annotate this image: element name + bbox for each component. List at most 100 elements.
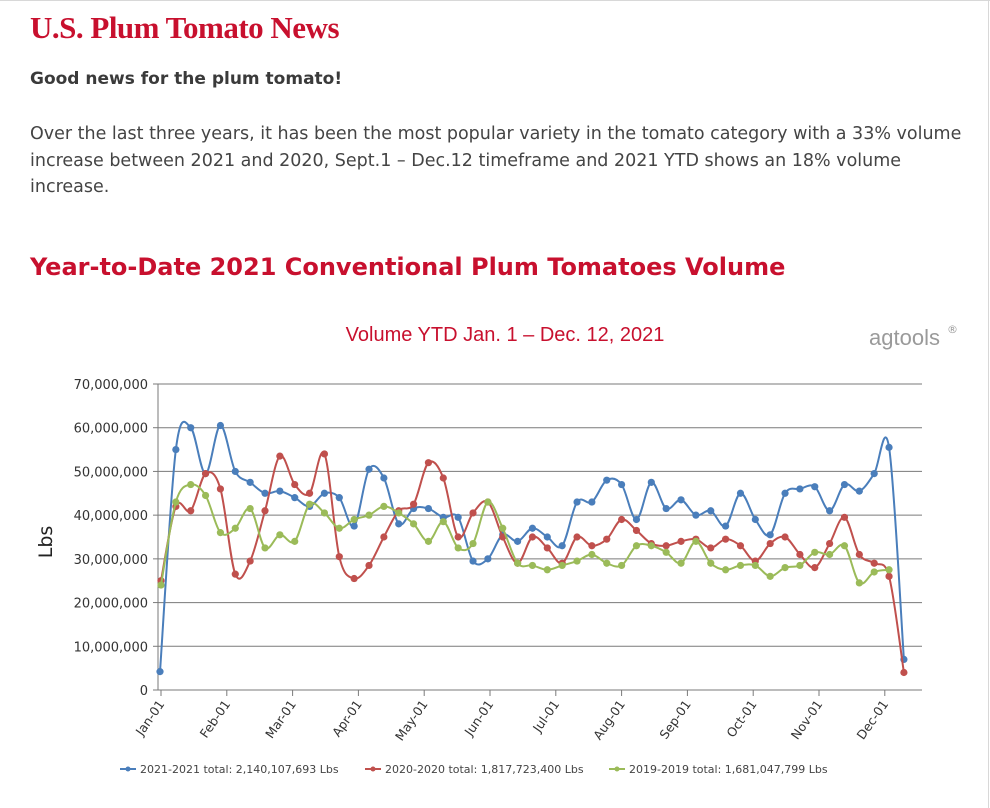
series-2020-point[interactable] [276, 452, 284, 460]
series-2019-point[interactable] [320, 509, 329, 517]
series-2019-point[interactable] [781, 564, 789, 572]
series-2019-point[interactable] [484, 498, 492, 506]
series-2019-point[interactable] [811, 548, 819, 556]
series-2019-point[interactable] [618, 561, 626, 570]
series-2020-point[interactable] [811, 564, 819, 572]
series-2020-point[interactable] [855, 550, 863, 559]
series-2020-point[interactable] [840, 513, 849, 521]
series-2020-point[interactable] [305, 489, 314, 497]
series-2020-point[interactable] [409, 500, 418, 508]
series-2020-point[interactable] [350, 574, 358, 583]
series-2021-point[interactable] [291, 494, 299, 502]
series-2019-point[interactable] [216, 529, 225, 537]
series-2019-point[interactable] [766, 572, 774, 580]
series-2021-point[interactable] [156, 668, 164, 676]
series-2020-point[interactable] [291, 480, 299, 489]
series-2020-point[interactable] [320, 450, 329, 458]
series-2021-point[interactable] [543, 533, 551, 541]
series-2020-point[interactable] [380, 533, 388, 541]
series-2019-point[interactable] [350, 515, 358, 524]
series-2019-point[interactable] [201, 491, 210, 500]
series-2020-point[interactable] [707, 544, 715, 552]
series-2021-point[interactable] [618, 480, 626, 489]
series-2020-point[interactable] [885, 572, 893, 580]
series-2021-point[interactable] [781, 489, 789, 497]
series-2021-point[interactable] [677, 496, 685, 504]
series-2021-point[interactable] [320, 489, 329, 497]
series-2021-point[interactable] [454, 513, 462, 521]
series-2019-point[interactable] [187, 480, 195, 489]
series-2021-point[interactable] [588, 498, 596, 506]
series-2019-point[interactable] [855, 579, 863, 587]
series-2020-point[interactable] [573, 533, 581, 541]
series-2019-point[interactable] [157, 581, 165, 589]
series-2019-point[interactable] [499, 524, 507, 532]
series-2021-point[interactable] [885, 443, 893, 451]
series-2020-point[interactable] [618, 515, 626, 524]
series-2019-point[interactable] [528, 561, 537, 570]
series-2021-point[interactable] [722, 522, 730, 530]
series-2021-point[interactable] [350, 522, 358, 530]
series-2020-point[interactable] [365, 561, 373, 570]
series-2020-point[interactable] [469, 509, 477, 517]
series-2021-point[interactable] [484, 555, 492, 563]
series-2020-point[interactable] [187, 507, 195, 515]
series-2021-point[interactable] [855, 487, 863, 495]
series-2021-point[interactable] [766, 531, 774, 539]
series-2019-point[interactable] [513, 559, 522, 567]
series-2020-point[interactable] [781, 533, 789, 541]
series-2019-point[interactable] [588, 550, 596, 559]
series-2019-point[interactable] [246, 504, 254, 513]
series-2021-point[interactable] [246, 478, 254, 486]
series-2020-point[interactable] [231, 570, 239, 578]
series-2020-point[interactable] [216, 485, 225, 493]
series-2020-point[interactable] [424, 459, 433, 467]
series-2020-point[interactable] [736, 542, 745, 550]
series-2019-point[interactable] [751, 561, 759, 570]
series-2021-point[interactable] [647, 478, 655, 486]
series-2021-point[interactable] [736, 489, 745, 497]
series-2019-point[interactable] [395, 509, 403, 517]
series-2019-point[interactable] [439, 518, 447, 526]
series-2020-point[interactable] [335, 553, 343, 561]
series-2019-point[interactable] [840, 542, 849, 550]
series-2021-point[interactable] [231, 467, 239, 476]
series-2020-point[interactable] [766, 539, 774, 548]
series-2021-point[interactable] [513, 537, 522, 545]
series-2021-point[interactable] [840, 480, 849, 489]
series-2019-point[interactable] [722, 566, 730, 574]
series-2019-point[interactable] [826, 550, 834, 559]
series-2019-point[interactable] [677, 559, 685, 567]
series-2021-point[interactable] [395, 520, 403, 528]
series-2021-point[interactable] [707, 507, 715, 515]
series-2019-point[interactable] [454, 544, 462, 552]
series-2021-point[interactable] [276, 487, 284, 495]
series-2021-point[interactable] [811, 483, 819, 491]
series-2019-point[interactable] [558, 561, 566, 570]
series-2020-point[interactable] [528, 533, 537, 541]
series-2021-point[interactable] [573, 498, 581, 506]
series-2019-point[interactable] [573, 557, 581, 565]
legend-item-2020[interactable]: 2020-2020 total: 1,817,723,400 Lbs [365, 763, 584, 776]
series-2020-point[interactable] [261, 507, 269, 515]
series-2021-point[interactable] [469, 557, 477, 565]
series-2020-point[interactable] [632, 526, 641, 535]
series-2019-point[interactable] [543, 566, 551, 574]
series-2019-point[interactable] [692, 537, 700, 545]
series-2020-point[interactable] [722, 535, 730, 543]
series-2021-point[interactable] [380, 474, 388, 482]
series-2019-point[interactable] [469, 539, 477, 548]
series-2020-point[interactable] [439, 474, 447, 482]
series-2020-point[interactable] [826, 539, 834, 548]
series-2019-point[interactable] [647, 542, 655, 550]
series-2019-point[interactable] [335, 524, 343, 532]
series-2020-point[interactable] [677, 537, 685, 545]
series-2019-point[interactable] [305, 500, 314, 508]
series-2021-point[interactable] [261, 489, 269, 497]
series-2019-point[interactable] [736, 561, 745, 570]
series-2021-point[interactable] [335, 494, 343, 502]
series-2020-point[interactable] [900, 668, 908, 677]
series-2021-point[interactable] [216, 421, 225, 430]
series-2021-point[interactable] [870, 470, 878, 478]
series-2019-point[interactable] [796, 561, 804, 570]
